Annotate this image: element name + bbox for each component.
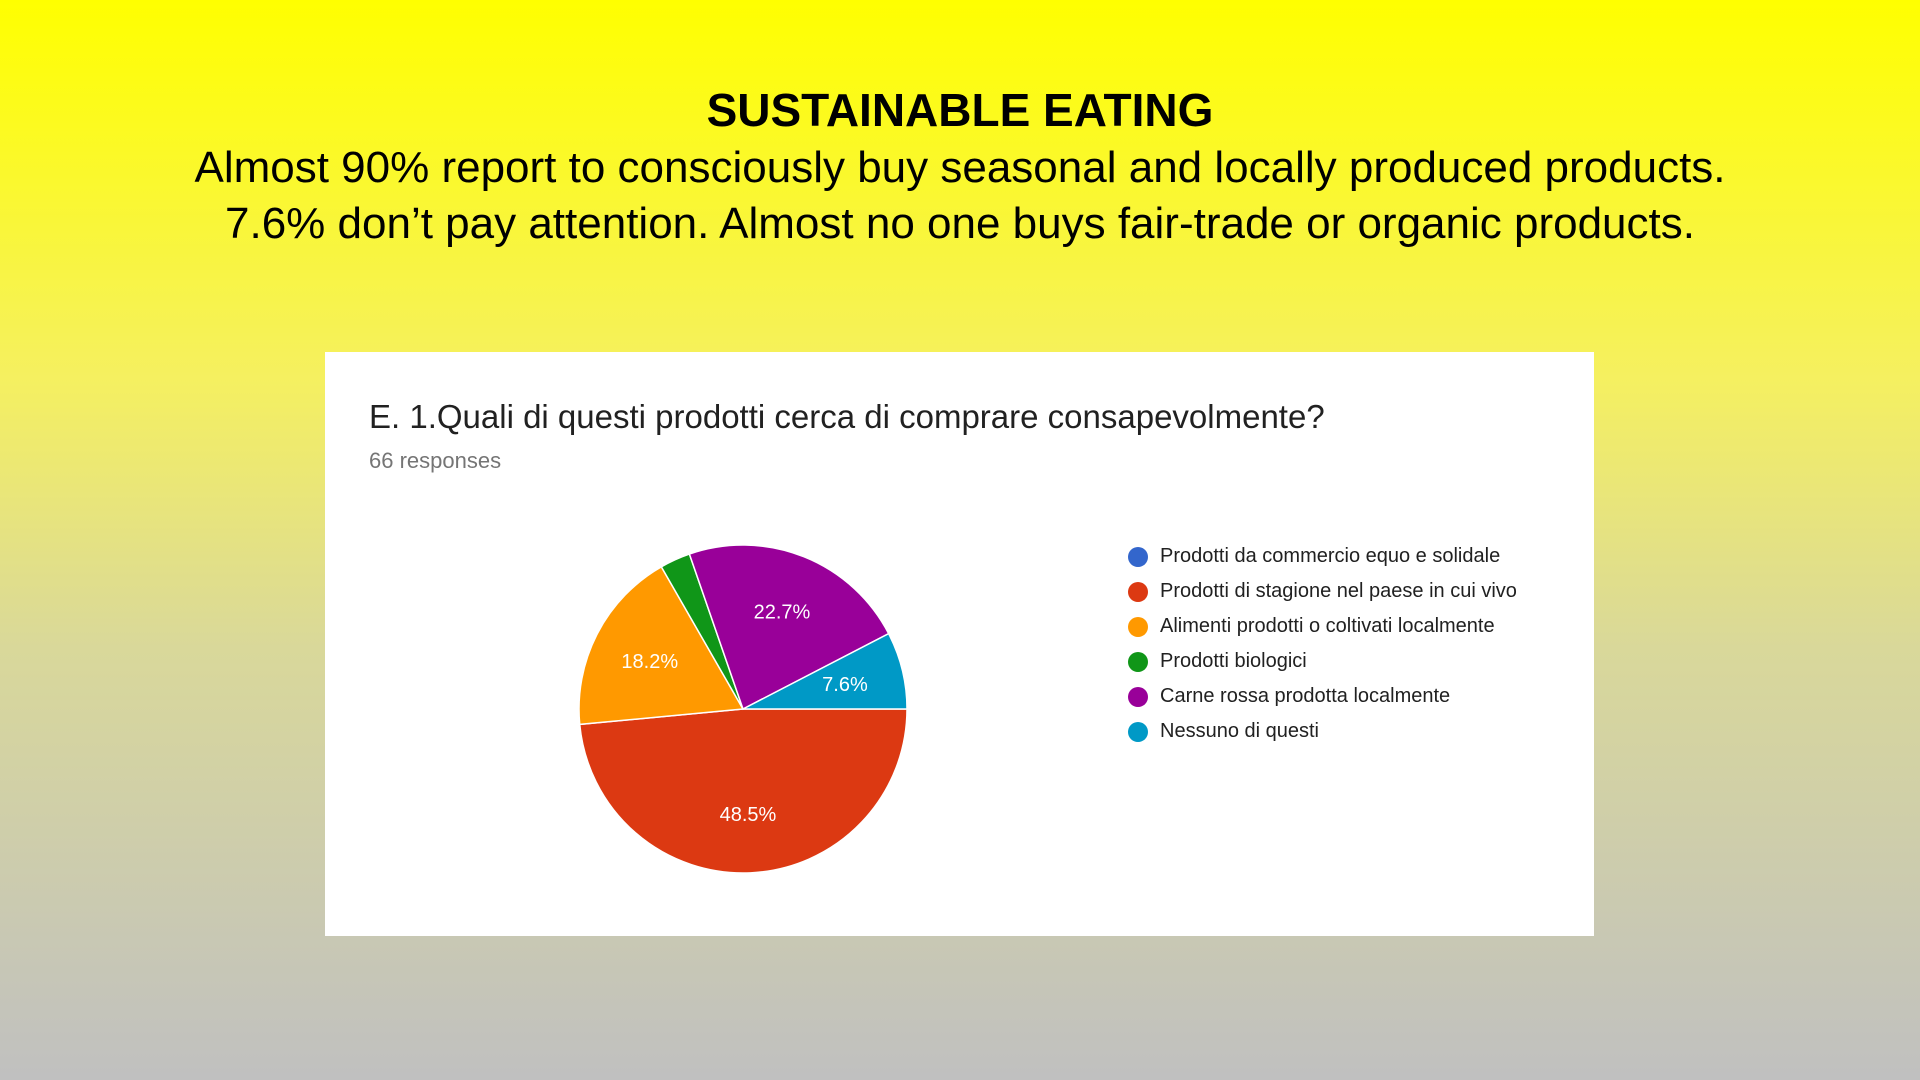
pie-slice-label: 48.5% [720,804,777,826]
legend-item[interactable]: Nessuno di questi [1128,717,1548,746]
response-count: 66 responses [369,448,502,473]
pie-slice [578,708,908,874]
slide-subtitle-line-1: Almost 90% report to consciously buy sea… [194,143,1726,192]
legend-label: Carne rossa prodotta localmente [1160,685,1451,707]
legend-label: Prodotti da commercio equo e solidale [1160,545,1501,567]
legend-item[interactable]: Prodotti da commercio equo e solidale [1128,542,1548,571]
legend-item[interactable]: Alimenti prodotti o coltivati localmente [1128,612,1548,641]
pie-slice [742,632,908,710]
legend-swatch [1128,582,1148,602]
pie-slice-label: 18.2% [621,651,678,673]
legend-swatch [1128,722,1148,742]
pie-slice [688,544,890,711]
pie-slice-label: 22.7% [754,602,811,624]
legend-swatch [1128,652,1148,672]
pie-slice [578,565,745,726]
legend-swatch [1128,687,1148,707]
chart-card: E. 1.Quali di questi prodotti cerca di c… [325,352,1594,936]
legend-item[interactable]: Carne rossa prodotta localmente [1128,682,1548,711]
legend-swatch [1128,547,1148,567]
legend-item[interactable]: Prodotti biologici [1128,647,1548,676]
legend-label: Prodotti di stagione nel paese in cui vi… [1160,580,1517,602]
question-title: E. 1.Quali di questi prodotti cerca di c… [369,398,1325,435]
legend-label: Prodotti biologici [1160,650,1307,672]
legend-item[interactable]: Prodotti di stagione nel paese in cui vi… [1128,577,1548,606]
pie-chart: 48.5% 18.2% 22.7% 7.6% [578,544,908,874]
slide-title: SUSTAINABLE EATING [706,84,1214,136]
slide-subtitle-line-2: 7.6% don’t pay attention. Almost no one … [225,199,1695,248]
chart-legend: Prodotti da commercio equo e solidale Pro… [1128,542,1548,752]
pie-slice-label: 7.6% [822,674,868,696]
legend-label: Alimenti prodotti o coltivati localmente [1160,615,1495,637]
slide-header: SUSTAINABLE EATING Almost 90% report to … [0,80,1920,252]
legend-swatch [1128,617,1148,637]
legend-label: Nessuno di questi [1160,720,1319,742]
